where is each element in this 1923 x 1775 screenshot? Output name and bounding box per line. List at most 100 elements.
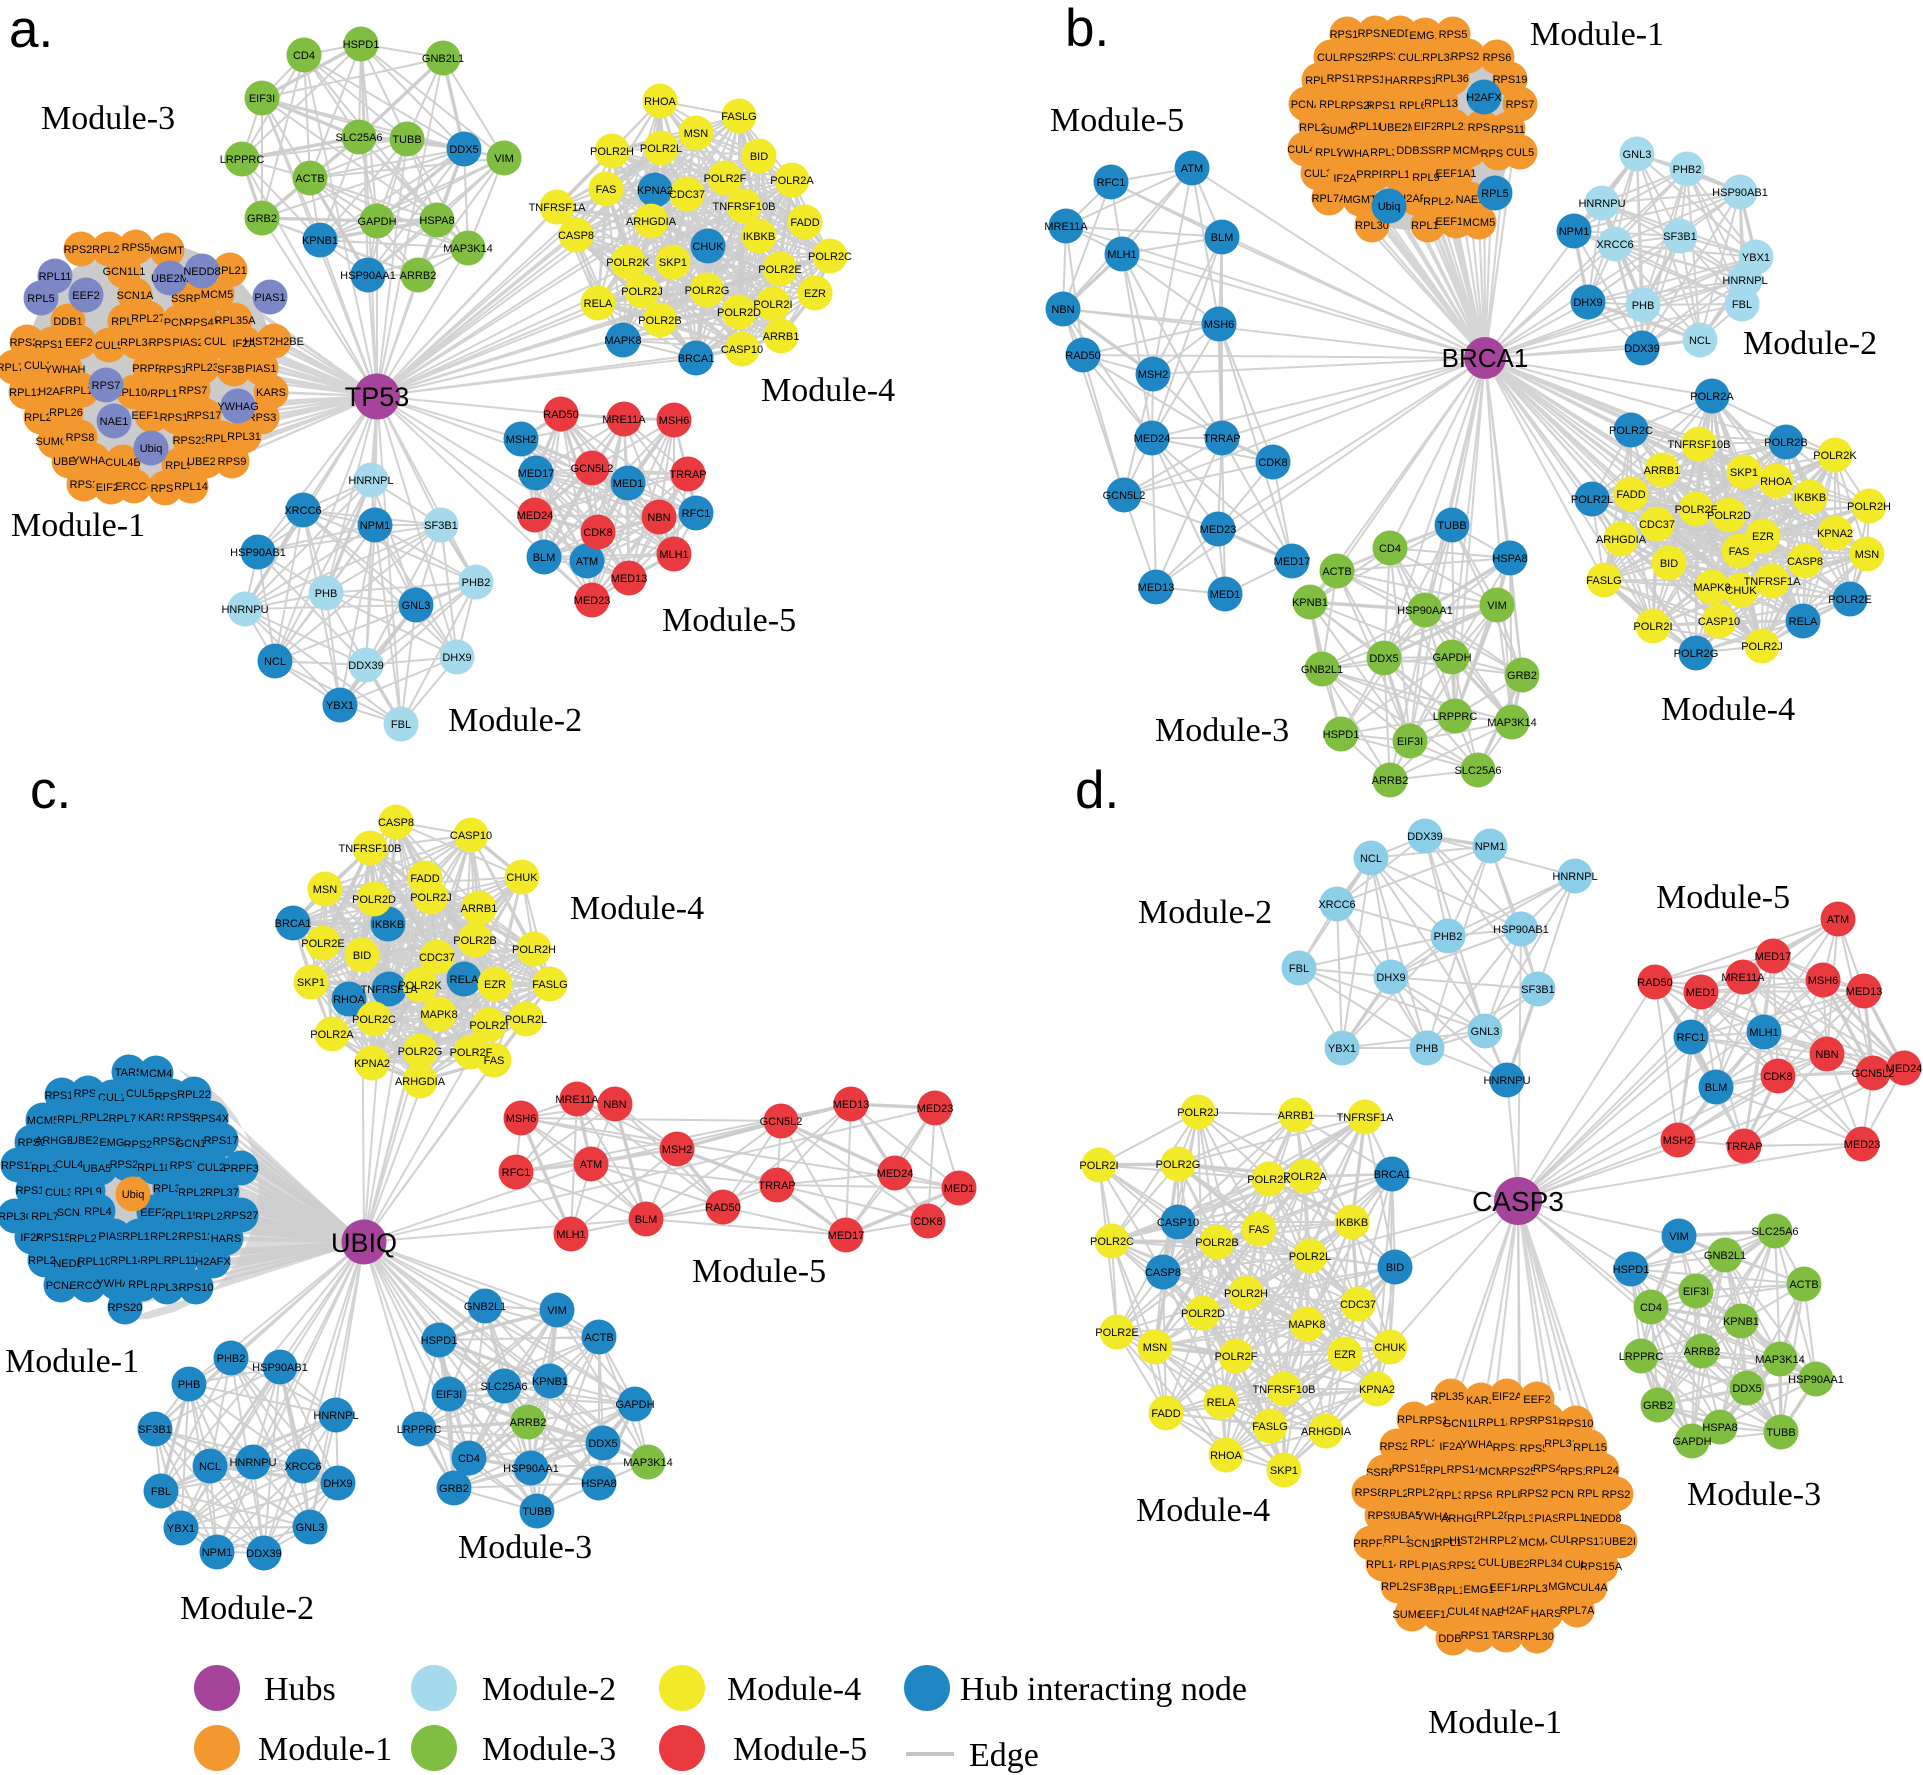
svg-text:POLR2G: POLR2G xyxy=(1674,648,1719,660)
svg-text:EZR: EZR xyxy=(1334,1349,1356,1361)
svg-text:HSP90AB1: HSP90AB1 xyxy=(1493,924,1549,936)
svg-text:TUBB: TUBB xyxy=(1437,520,1466,532)
svg-text:TUBB: TUBB xyxy=(522,1506,551,1518)
svg-text:NCL: NCL xyxy=(1360,853,1382,865)
svg-text:FBL: FBL xyxy=(1732,299,1752,311)
svg-text:CASP3: CASP3 xyxy=(1472,1186,1564,1217)
svg-text:KPNA2: KPNA2 xyxy=(637,185,673,197)
svg-text:GRB2: GRB2 xyxy=(1507,670,1537,682)
svg-text:RPL7A: RPL7A xyxy=(1312,193,1348,205)
svg-text:POLR2L: POLR2L xyxy=(640,143,682,155)
svg-text:SUMO3: SUMO3 xyxy=(1322,125,1361,137)
svg-text:RPL26: RPL26 xyxy=(150,1231,184,1243)
svg-text:TUBB: TUBB xyxy=(1766,1427,1795,1439)
svg-text:FAS: FAS xyxy=(1249,1224,1270,1236)
svg-text:ARRB1: ARRB1 xyxy=(1278,1110,1315,1122)
svg-text:RPS7: RPS7 xyxy=(179,385,208,397)
svg-text:EIF3I: EIF3I xyxy=(436,1389,462,1401)
svg-text:DHX9: DHX9 xyxy=(323,1478,352,1490)
svg-text:SKP1: SKP1 xyxy=(1730,467,1758,479)
svg-text:MSH6: MSH6 xyxy=(506,1113,537,1125)
svg-text:HSPD1: HSPD1 xyxy=(421,1335,458,1347)
svg-text:Module-3: Module-3 xyxy=(458,1529,592,1566)
svg-text:POLR2F: POLR2F xyxy=(1675,504,1718,516)
svg-text:FADD: FADD xyxy=(1616,489,1645,501)
svg-text:RPS6: RPS6 xyxy=(1483,52,1512,64)
svg-text:POLR2K: POLR2K xyxy=(1247,1174,1291,1186)
svg-text:SLC25A6: SLC25A6 xyxy=(335,132,382,144)
svg-text:FASLG: FASLG xyxy=(532,979,567,991)
svg-text:MCM4: MCM4 xyxy=(140,1068,172,1080)
svg-text:ARHGDIA: ARHGDIA xyxy=(395,1076,446,1088)
svg-text:NPM1: NPM1 xyxy=(1559,226,1590,238)
svg-text:SKP1: SKP1 xyxy=(659,257,687,269)
svg-text:MED13: MED13 xyxy=(611,573,648,585)
svg-text:KPNA2: KPNA2 xyxy=(1359,1384,1395,1396)
svg-text:BRCA1: BRCA1 xyxy=(275,918,312,930)
svg-text:Module-4: Module-4 xyxy=(1661,691,1795,728)
svg-text:RPS10: RPS10 xyxy=(160,412,195,424)
svg-text:XRCC6: XRCC6 xyxy=(284,505,321,517)
svg-text:NBN: NBN xyxy=(1815,1049,1838,1061)
svg-text:CDK8: CDK8 xyxy=(583,527,612,539)
svg-text:MSH6: MSH6 xyxy=(1808,975,1839,987)
svg-text:POLR2D: POLR2D xyxy=(1181,1308,1225,1320)
svg-text:POLR2J: POLR2J xyxy=(410,892,452,904)
svg-text:MED1: MED1 xyxy=(944,1183,975,1195)
svg-text:GCN1L1: GCN1L1 xyxy=(1443,1418,1486,1430)
svg-text:PHB2: PHB2 xyxy=(1434,931,1463,943)
svg-text:ARRB2: ARRB2 xyxy=(400,270,437,282)
svg-text:RPL15: RPL15 xyxy=(150,388,184,400)
svg-text:BID: BID xyxy=(353,950,371,962)
svg-text:FBL: FBL xyxy=(1289,963,1309,975)
svg-text:RHOA: RHOA xyxy=(1760,476,1792,488)
svg-text:ERCC4: ERCC4 xyxy=(115,481,152,493)
svg-text:DDB1: DDB1 xyxy=(1396,145,1425,157)
svg-text:RPL10A: RPL10A xyxy=(78,1256,120,1268)
svg-text:RPL21: RPL21 xyxy=(213,265,247,277)
svg-text:MAPK8: MAPK8 xyxy=(1288,1319,1325,1331)
svg-text:CUL1: CUL1 xyxy=(1398,52,1426,64)
svg-text:ERCC4: ERCC4 xyxy=(69,1280,106,1292)
svg-text:GAPDH: GAPDH xyxy=(615,1399,654,1411)
svg-text:CUL5: CUL5 xyxy=(1506,147,1534,159)
svg-text:TNFRSF1A: TNFRSF1A xyxy=(529,202,587,214)
svg-text:PRPF3: PRPF3 xyxy=(223,1163,258,1175)
svg-text:BRCA1: BRCA1 xyxy=(1374,1169,1411,1181)
svg-text:TARS: TARS xyxy=(1492,1630,1521,1642)
svg-text:NEDD8: NEDD8 xyxy=(183,266,220,278)
svg-text:CASP10: CASP10 xyxy=(1157,1217,1199,1229)
svg-text:BLM: BLM xyxy=(635,1214,658,1226)
svg-text:Module-1: Module-1 xyxy=(11,507,145,544)
svg-text:TUBB: TUBB xyxy=(392,134,421,146)
svg-text:MED13: MED13 xyxy=(1138,582,1175,594)
svg-text:MED17: MED17 xyxy=(1755,951,1792,963)
svg-text:MED1: MED1 xyxy=(1210,589,1241,601)
svg-text:CDK8: CDK8 xyxy=(913,1216,942,1228)
svg-text:FAS: FAS xyxy=(596,184,617,196)
svg-text:RPL10A: RPL10A xyxy=(114,387,156,399)
svg-text:RPL34: RPL34 xyxy=(120,337,154,349)
svg-text:RPL22: RPL22 xyxy=(1436,121,1470,133)
svg-text:TNFRSF10B: TNFRSF10B xyxy=(1253,1384,1316,1396)
svg-text:RELA: RELA xyxy=(1207,1397,1236,1409)
svg-text:IF2A: IF2A xyxy=(232,338,256,350)
svg-text:YBX1: YBX1 xyxy=(326,700,354,712)
svg-text:RPL11: RPL11 xyxy=(164,1255,197,1267)
svg-text:MED17: MED17 xyxy=(828,1230,865,1242)
svg-text:HSPA8: HSPA8 xyxy=(419,215,454,227)
svg-text:MAP3K14: MAP3K14 xyxy=(443,243,493,255)
svg-text:RELA: RELA xyxy=(1789,616,1818,628)
svg-text:RPL18: RPL18 xyxy=(1478,1417,1512,1429)
svg-text:RPS6: RPS6 xyxy=(151,483,180,495)
svg-text:DHX9: DHX9 xyxy=(1573,297,1602,309)
svg-text:DDX39: DDX39 xyxy=(348,660,383,672)
svg-text:EEF2: EEF2 xyxy=(72,290,100,302)
svg-text:RPS11: RPS11 xyxy=(1491,124,1525,136)
svg-text:ATM: ATM xyxy=(580,1159,602,1171)
svg-text:HSP90AB1: HSP90AB1 xyxy=(230,547,286,559)
svg-text:RHOA: RHOA xyxy=(1210,1450,1242,1462)
svg-text:RPS14: RPS14 xyxy=(1447,1464,1482,1476)
svg-text:GNL3: GNL3 xyxy=(1471,1026,1500,1038)
svg-text:DHX9: DHX9 xyxy=(1376,972,1405,984)
